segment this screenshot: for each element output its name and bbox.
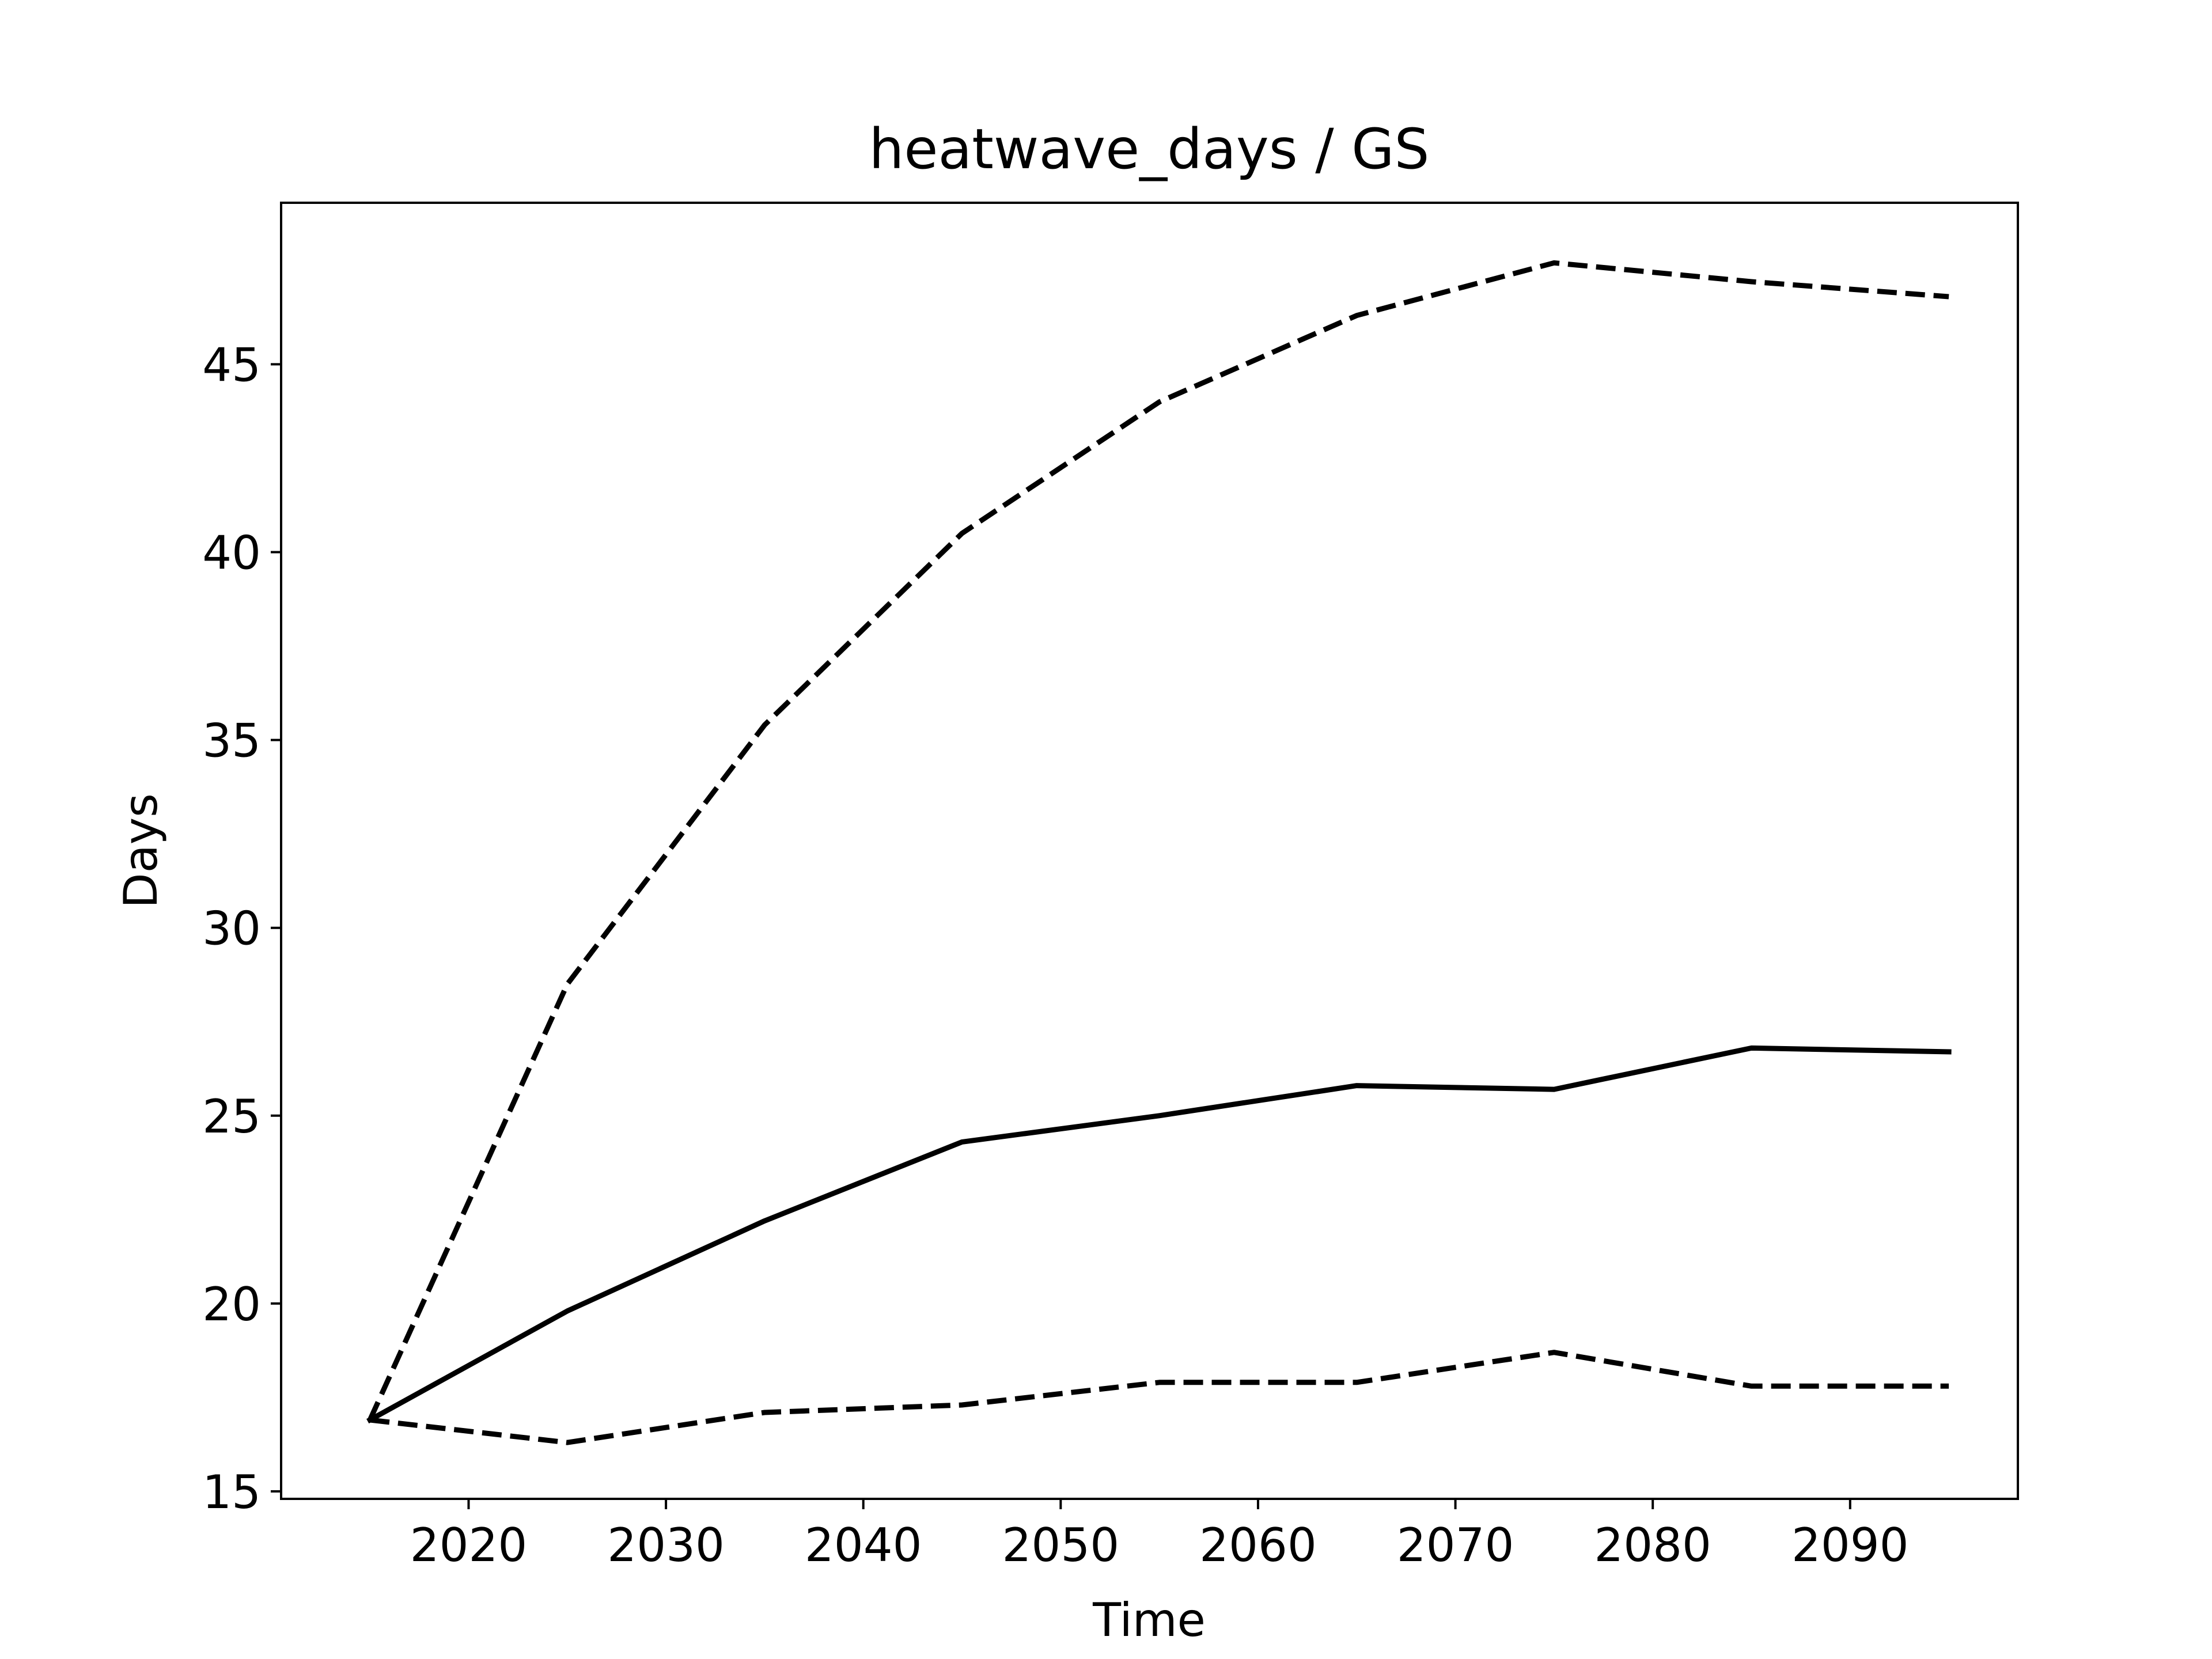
x-tick-label: 2030 bbox=[607, 1518, 725, 1572]
series-line-2 bbox=[366, 1045, 1952, 1424]
x-tick-label: 2040 bbox=[805, 1518, 922, 1572]
y-axis: 15 20 25 30 35 40 45 bbox=[202, 338, 281, 1519]
y-tick-label: 15 bbox=[202, 1465, 261, 1519]
x-tick-label: 2020 bbox=[410, 1518, 528, 1572]
x-axis-label: Time bbox=[1092, 1593, 1206, 1647]
y-tick-label: 20 bbox=[202, 1278, 261, 1331]
series-line-3 bbox=[369, 1350, 1949, 1445]
x-tick-label: 2060 bbox=[1199, 1518, 1317, 1572]
x-tick-label: 2090 bbox=[1791, 1518, 1909, 1572]
y-tick-label: 35 bbox=[202, 714, 261, 768]
series-line-1 bbox=[368, 260, 1949, 1421]
y-tick-label: 40 bbox=[202, 527, 261, 580]
y-tick-label: 30 bbox=[202, 902, 261, 956]
chart-title: heatwave_days / GS bbox=[869, 117, 1430, 181]
x-tick-label: 2080 bbox=[1594, 1518, 1711, 1572]
x-axis: 2020 2030 2040 2050 2060 2070 2080 2090 bbox=[410, 1499, 1909, 1572]
y-tick-label: 45 bbox=[202, 338, 261, 392]
x-tick-label: 2070 bbox=[1397, 1518, 1514, 1572]
y-tick-label: 25 bbox=[202, 1090, 261, 1143]
plot-frame bbox=[280, 202, 2019, 1500]
y-axis-label: Days bbox=[114, 793, 168, 908]
x-tick-label: 2050 bbox=[1002, 1518, 1120, 1572]
plot-area bbox=[366, 260, 1952, 1445]
